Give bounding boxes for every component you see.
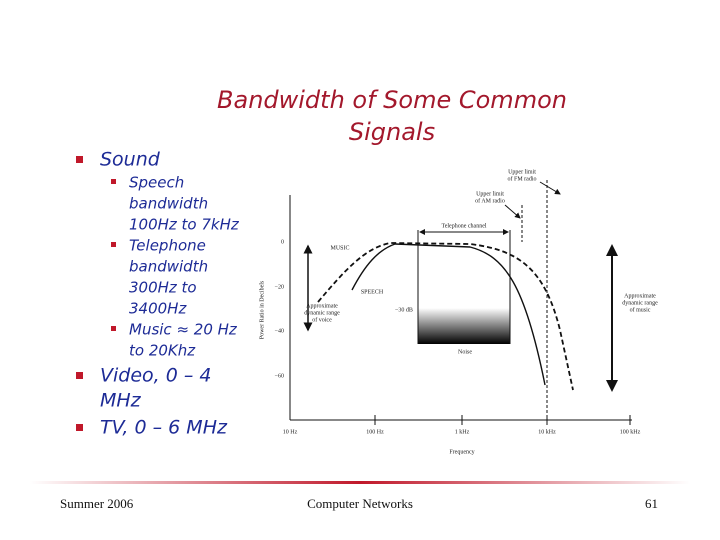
y-tick-label: −40 xyxy=(275,328,284,334)
footer-left: Summer 2006 xyxy=(60,496,134,511)
y-tick-label: −20 xyxy=(275,284,284,290)
footer-right: 61 xyxy=(645,496,658,511)
sub-bullet-text: bandwidth xyxy=(129,195,208,213)
x-axis-label: Frequency xyxy=(449,449,474,455)
sub-bullet-text: Music ≈ 20 Hz xyxy=(129,321,238,339)
sub-bullet-text: 100Hz to 7kHz xyxy=(129,216,240,234)
db-label: −30 dB xyxy=(395,307,413,313)
bullet-text: TV, 0 – 6 MHz xyxy=(100,417,228,439)
voice-range-label: dynamic range xyxy=(304,310,340,316)
sub-bullet-marker xyxy=(111,326,116,331)
sub-bullet-text: to 20Khz xyxy=(129,342,196,360)
x-tick-label: 100 kHz xyxy=(620,429,641,435)
music-range-label: Approximate xyxy=(624,293,656,299)
slide-title: Signals xyxy=(349,118,435,146)
y-axis-label: Power Ratio in Decibels xyxy=(259,280,265,339)
sub-bullet-text: Telephone xyxy=(129,237,206,255)
bullet-text: Sound xyxy=(100,149,161,171)
x-tick-label: 10 kHz xyxy=(538,429,556,435)
y-tick-label: 0 xyxy=(281,239,284,245)
x-tick-label: 10 Hz xyxy=(283,429,298,435)
sub-bullet-text: 300Hz to xyxy=(129,279,197,297)
telephone-label: Telephone channel xyxy=(441,223,486,229)
bullet-marker xyxy=(76,424,83,431)
footer-center: Computer Networks xyxy=(307,496,413,511)
y-tick-label: −60 xyxy=(275,373,284,379)
sub-bullet-text: bandwidth xyxy=(129,258,208,276)
fm-limit-label: Upper limit xyxy=(508,169,536,175)
speech-label: SPEECH xyxy=(361,289,384,295)
noise-label: Noise xyxy=(458,349,472,355)
am-arrow xyxy=(504,204,521,219)
bullet-text: MHz xyxy=(100,390,142,412)
slide-title: Bandwidth of Some Common xyxy=(217,86,567,114)
fm-limit-label: of FM radio xyxy=(508,175,537,182)
music-curve xyxy=(317,242,574,391)
noise-band xyxy=(418,308,510,344)
speech-curve xyxy=(351,243,546,386)
voice-range-label: Approximate xyxy=(306,303,338,309)
sub-bullet-marker xyxy=(111,179,116,184)
fm-arrow xyxy=(539,181,561,195)
sub-bullet-text: Speech xyxy=(129,174,184,192)
bullet-marker xyxy=(76,156,83,163)
voice-range-label: of voice xyxy=(312,316,332,323)
music-range-label: of music xyxy=(630,306,651,313)
bullet-marker xyxy=(76,372,83,379)
x-tick-label: 100 Hz xyxy=(366,429,384,435)
x-tick-label: 1 kHz xyxy=(455,429,470,435)
music-label: MUSIC xyxy=(330,245,349,251)
bullet-text: Video, 0 – 4 xyxy=(100,365,212,387)
sub-bullet-text: 3400Hz xyxy=(129,300,187,318)
am-limit-label: Upper limit xyxy=(476,191,504,197)
sub-bullet-marker xyxy=(111,242,116,247)
footer-rule xyxy=(30,481,690,484)
music-range-label: dynamic range xyxy=(622,300,658,306)
am-limit-label: of AM radio xyxy=(475,197,505,204)
